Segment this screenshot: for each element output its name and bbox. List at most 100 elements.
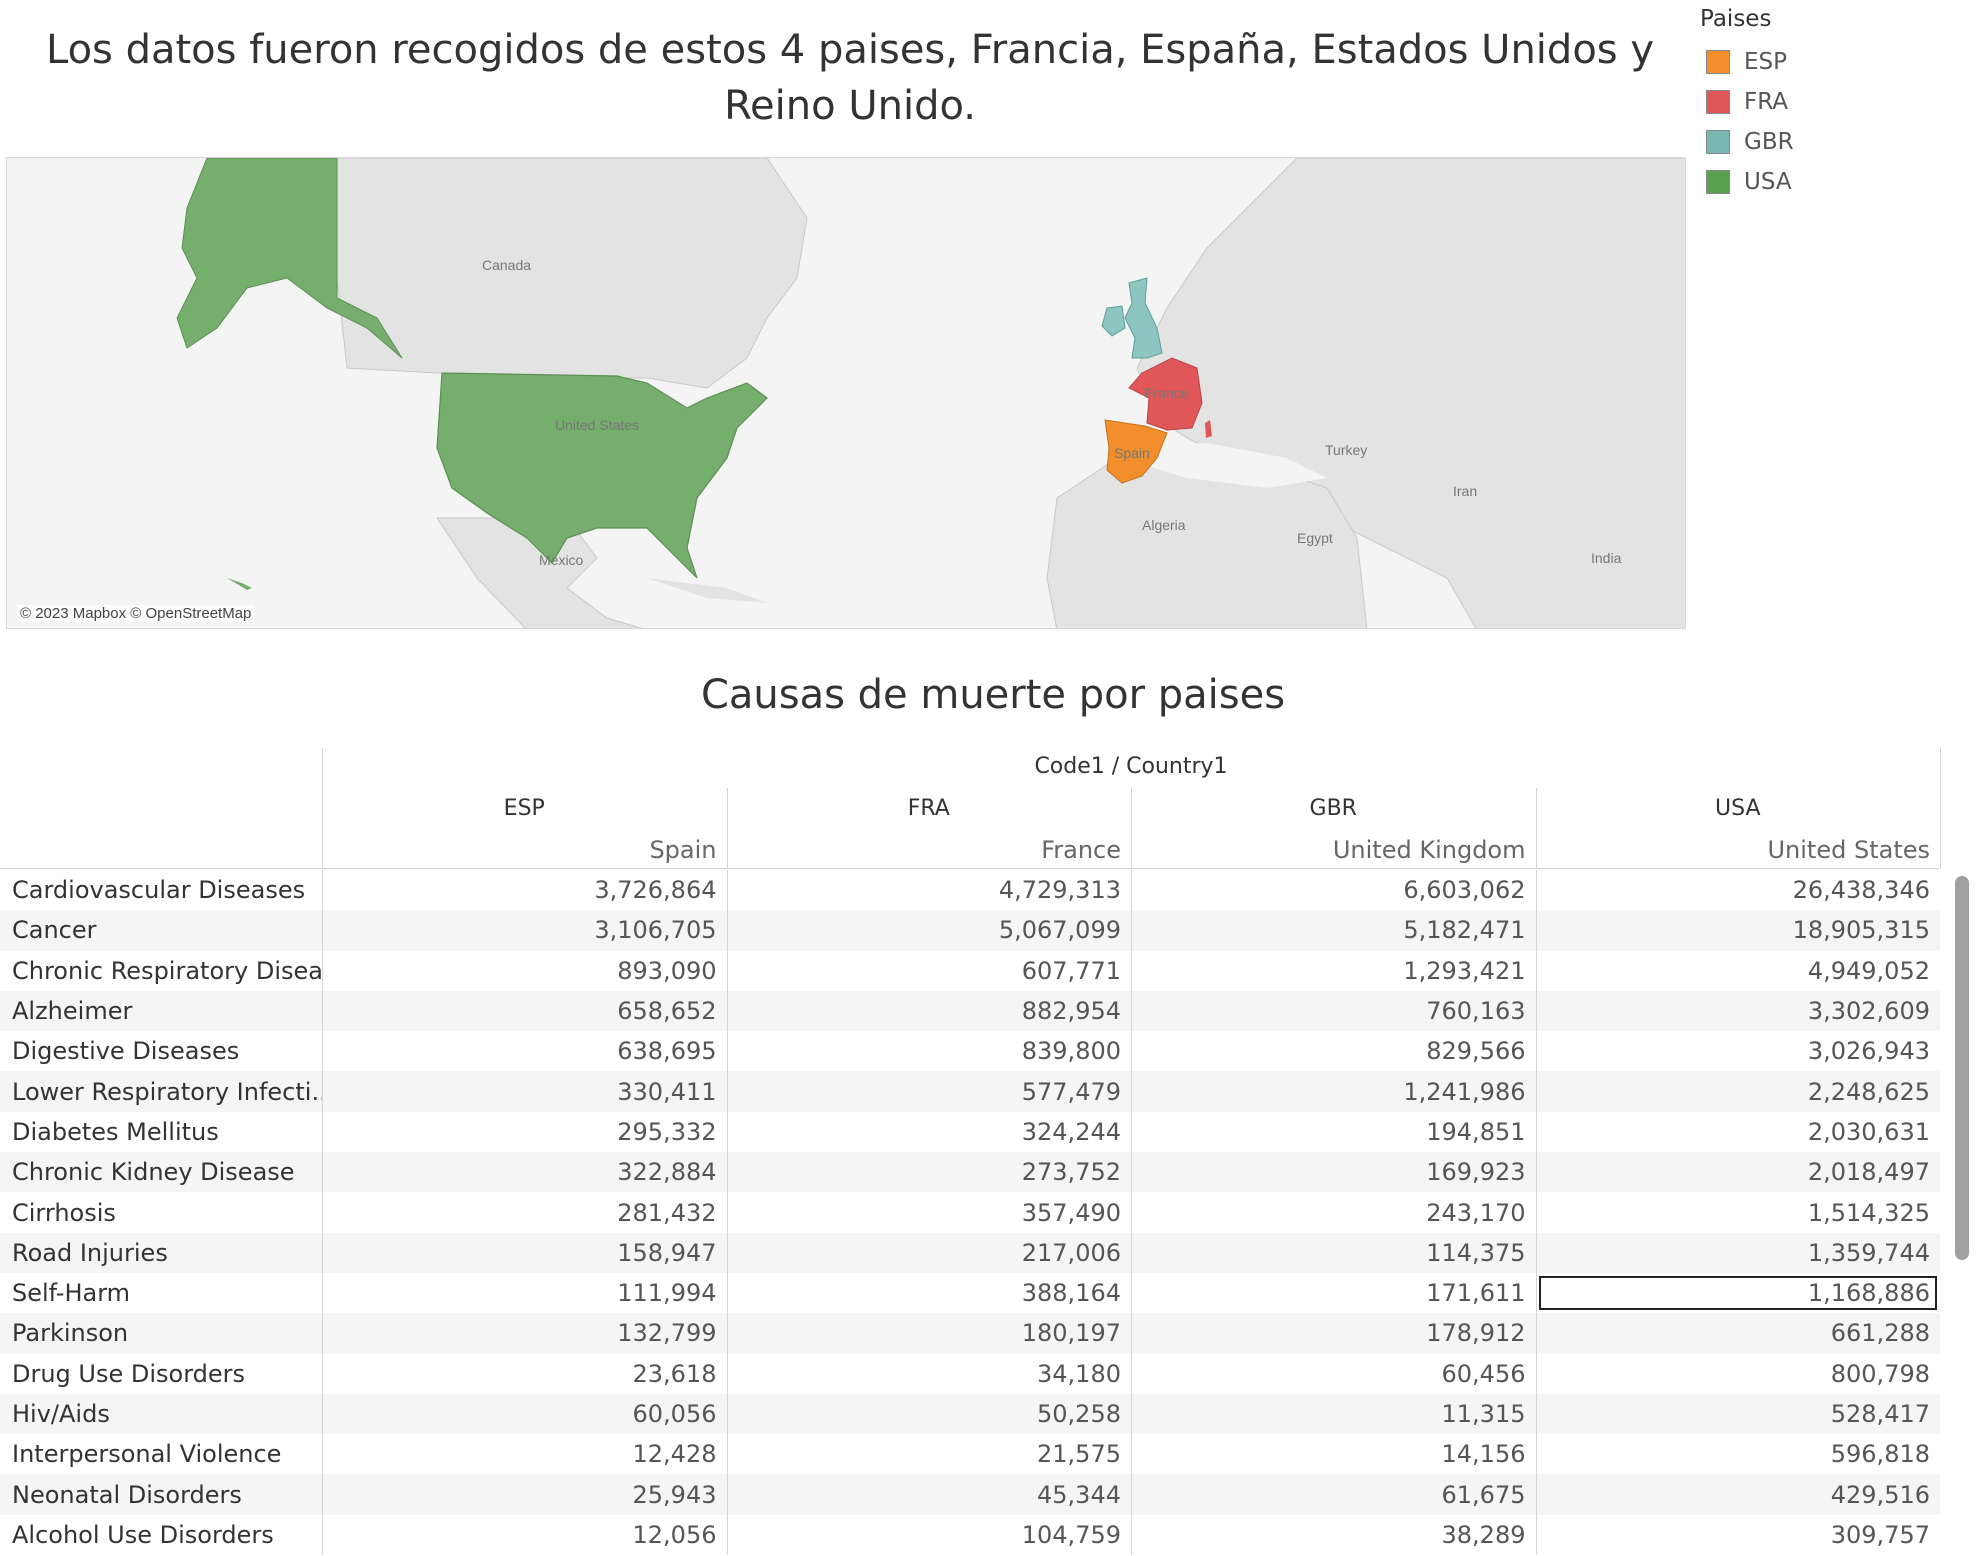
table-cell[interactable]: 217,006 <box>726 1232 1132 1273</box>
table-cell[interactable]: 50,258 <box>726 1393 1132 1435</box>
legend-item-fra[interactable]: FRA <box>1700 82 1970 122</box>
table-cell[interactable]: 5,182,471 <box>1131 910 1536 951</box>
table-cell[interactable]: 760,163 <box>1131 990 1536 1032</box>
table-cell[interactable]: 2,248,625 <box>1535 1071 1941 1112</box>
table-cell[interactable]: 324,244 <box>726 1111 1132 1153</box>
table-cell[interactable]: 61,675 <box>1131 1474 1536 1515</box>
table-cell[interactable]: 243,170 <box>1131 1192 1536 1233</box>
row-header[interactable]: Digestive Diseases <box>12 1037 240 1066</box>
table-cell[interactable]: 111,994 <box>322 1272 727 1314</box>
table-cell[interactable]: 893,090 <box>322 950 727 991</box>
table-cell[interactable]: 60,456 <box>1131 1353 1536 1394</box>
table-cell[interactable]: 14,156 <box>1131 1434 1536 1475</box>
table-cell[interactable]: 6,603,062 <box>1131 870 1536 911</box>
row-header[interactable]: Lower Respiratory Infecti.. <box>12 1077 322 1106</box>
legend-item-usa[interactable]: USA <box>1700 162 1970 202</box>
table-cell[interactable]: 528,417 <box>1535 1393 1941 1435</box>
table-cell[interactable]: 1,168,886 <box>1535 1272 1941 1314</box>
column-header-country-esp[interactable]: Spain <box>649 836 717 864</box>
table-cell[interactable]: 194,851 <box>1131 1111 1536 1153</box>
row-header[interactable]: Road Injuries <box>12 1238 168 1267</box>
scrollbar-thumb[interactable] <box>1955 876 1969 1260</box>
column-header-code-fra[interactable]: FRA <box>907 796 950 821</box>
table-cell[interactable]: 178,912 <box>1131 1313 1536 1354</box>
vertical-scrollbar[interactable] <box>1951 874 1973 1556</box>
table-cell[interactable]: 3,106,705 <box>322 910 727 951</box>
table-cell[interactable]: 882,954 <box>726 990 1132 1032</box>
row-header[interactable]: Chronic Kidney Disease <box>12 1158 295 1187</box>
table-cell[interactable]: 12,056 <box>322 1514 727 1556</box>
row-header[interactable]: Cancer <box>12 916 97 945</box>
legend-item-gbr[interactable]: GBR <box>1700 122 1970 162</box>
column-header-code-usa[interactable]: USA <box>1714 796 1761 821</box>
map-attribution[interactable]: © 2023 Mapbox © OpenStreetMap <box>17 605 255 622</box>
table-cell[interactable]: 658,652 <box>322 990 727 1032</box>
table-cell[interactable]: 34,180 <box>726 1353 1132 1394</box>
table-cell[interactable]: 829,566 <box>1131 1031 1536 1072</box>
row-header[interactable]: Chronic Respiratory Disea.. <box>12 956 322 985</box>
row-header[interactable]: Alcohol Use Disorders <box>12 1520 274 1549</box>
table-cell[interactable]: 12,428 <box>322 1434 727 1475</box>
table-cell[interactable]: 429,516 <box>1535 1474 1941 1515</box>
row-header[interactable]: Cardiovascular Diseases <box>12 876 306 905</box>
table-cell[interactable]: 357,490 <box>726 1192 1132 1233</box>
table-cell[interactable]: 1,359,744 <box>1535 1232 1941 1273</box>
table-cell[interactable]: 661,288 <box>1535 1313 1941 1354</box>
map-canvas[interactable]: Canada United States Mexico France Spain… <box>7 158 1686 629</box>
table-cell[interactable]: 45,344 <box>726 1474 1132 1515</box>
table-cell[interactable]: 169,923 <box>1131 1152 1536 1193</box>
table-cell[interactable]: 388,164 <box>726 1272 1132 1314</box>
table-cell[interactable]: 25,943 <box>322 1474 727 1515</box>
table-cell[interactable]: 1,241,986 <box>1131 1071 1536 1112</box>
table-cell[interactable]: 132,799 <box>322 1313 727 1354</box>
legend-item-esp[interactable]: ESP <box>1700 42 1970 82</box>
table-cell[interactable]: 4,949,052 <box>1535 950 1941 991</box>
table-cell[interactable]: 800,798 <box>1535 1353 1941 1394</box>
column-header-country-fra[interactable]: France <box>1041 836 1121 864</box>
table-cell[interactable]: 11,315 <box>1131 1393 1536 1435</box>
table-cell[interactable]: 1,293,421 <box>1131 950 1536 991</box>
table-cell[interactable]: 3,726,864 <box>322 870 727 911</box>
row-header[interactable]: Alzheimer <box>12 997 133 1026</box>
row-header[interactable]: Neonatal Disorders <box>12 1480 242 1509</box>
country-map[interactable]: Canada United States Mexico France Spain… <box>6 157 1686 629</box>
table-cell[interactable]: 295,332 <box>322 1111 727 1153</box>
table-cell[interactable]: 4,729,313 <box>726 870 1132 911</box>
table-cell[interactable]: 839,800 <box>726 1031 1132 1072</box>
table-cell[interactable]: 104,759 <box>726 1514 1132 1556</box>
table-cell[interactable]: 23,618 <box>322 1353 727 1394</box>
table-cell[interactable]: 607,771 <box>726 950 1132 991</box>
row-header[interactable]: Diabetes Mellitus <box>12 1117 219 1146</box>
row-header[interactable]: Cirrhosis <box>12 1198 116 1227</box>
table-cell[interactable]: 21,575 <box>726 1434 1132 1475</box>
column-header-code-gbr[interactable]: GBR <box>1309 796 1357 821</box>
table-cell[interactable]: 18,905,315 <box>1535 910 1941 951</box>
table-cell[interactable]: 3,026,943 <box>1535 1031 1941 1072</box>
table-cell[interactable]: 330,411 <box>322 1071 727 1112</box>
table-cell[interactable]: 38,289 <box>1131 1514 1536 1556</box>
table-cell[interactable]: 158,947 <box>322 1232 727 1273</box>
table-cell[interactable]: 2,030,631 <box>1535 1111 1941 1153</box>
table-cell[interactable]: 281,432 <box>322 1192 727 1233</box>
table-cell[interactable]: 2,018,497 <box>1535 1152 1941 1193</box>
table-cell[interactable]: 171,611 <box>1131 1272 1536 1314</box>
table-cell[interactable]: 114,375 <box>1131 1232 1536 1273</box>
column-header-country-usa[interactable]: United States <box>1767 836 1930 864</box>
table-cell[interactable]: 577,479 <box>726 1071 1132 1112</box>
row-header[interactable]: Self-Harm <box>12 1279 131 1308</box>
table-cell[interactable]: 1,514,325 <box>1535 1192 1941 1233</box>
row-header[interactable]: Parkinson <box>12 1319 129 1348</box>
table-cell[interactable]: 3,302,609 <box>1535 990 1941 1032</box>
table-cell[interactable]: 5,067,099 <box>726 910 1132 951</box>
table-cell[interactable]: 638,695 <box>322 1031 727 1072</box>
row-header[interactable]: Hiv/Aids <box>12 1400 110 1428</box>
table-cell[interactable]: 26,438,346 <box>1535 870 1941 911</box>
table-cell[interactable]: 309,757 <box>1535 1514 1941 1556</box>
table-cell[interactable]: 273,752 <box>726 1152 1132 1193</box>
table-cell[interactable]: 322,884 <box>322 1152 727 1193</box>
row-header[interactable]: Drug Use Disorders <box>12 1359 246 1388</box>
column-header-code-esp[interactable]: ESP <box>503 796 545 821</box>
table-cell[interactable]: 60,056 <box>322 1393 727 1435</box>
table-cell[interactable]: 596,818 <box>1535 1434 1941 1475</box>
table-cell[interactable]: 180,197 <box>726 1313 1132 1354</box>
